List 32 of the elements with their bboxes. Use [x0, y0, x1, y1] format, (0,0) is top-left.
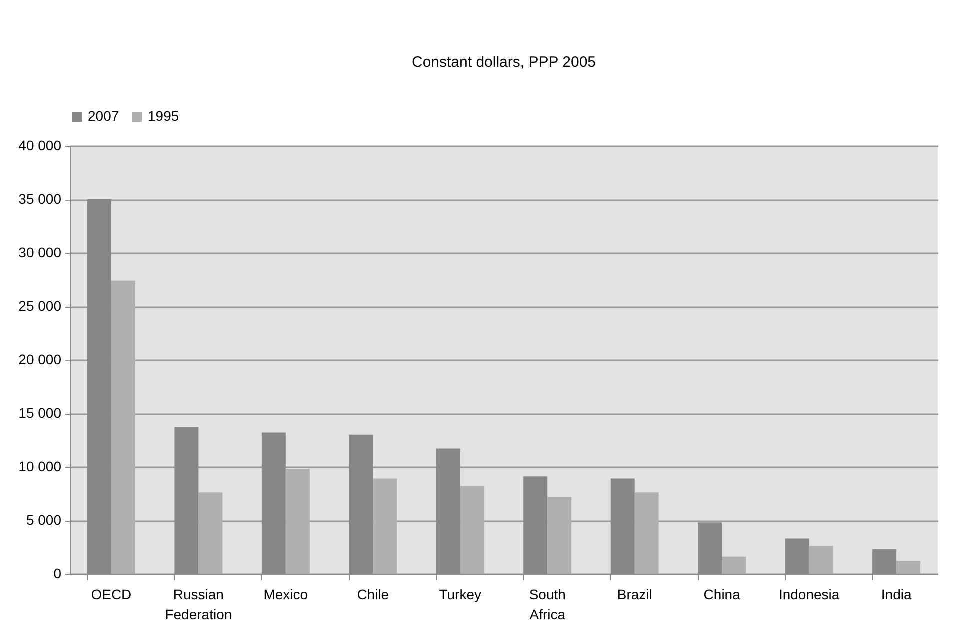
- bar: [198, 492, 223, 574]
- bar: [373, 478, 398, 574]
- y-tick-label: 25 000: [18, 298, 62, 314]
- legend-label: 2007: [88, 108, 120, 124]
- bar: [809, 546, 834, 574]
- y-tick-label: 20 000: [18, 352, 62, 368]
- x-tick-label: Indonesia: [778, 586, 840, 602]
- x-tick-label: Mexico: [264, 586, 308, 602]
- bar: [722, 556, 746, 574]
- bar: [111, 280, 136, 574]
- y-tick-label: 30 000: [18, 244, 62, 260]
- x-tick-label: Turkey: [439, 586, 482, 602]
- x-tick-label: Russian Federation: [165, 586, 232, 622]
- legend-label: 1995: [148, 108, 180, 124]
- x-tick-label: Chile: [357, 586, 390, 602]
- y-tick-label: 5 000: [26, 512, 62, 528]
- bar: [286, 469, 310, 574]
- y-tick-label: 10 000: [18, 458, 62, 474]
- y-tick-label: 0: [54, 566, 62, 582]
- chart-title: Constant dollars, PPP 2005: [412, 54, 596, 71]
- y-tick-label: 15 000: [18, 405, 62, 421]
- x-tick-label: South Africa: [529, 586, 566, 622]
- x-tick-label: OECD: [91, 586, 132, 602]
- bar: [548, 496, 572, 574]
- bar: [460, 486, 484, 574]
- x-tick-label: India: [881, 586, 912, 602]
- bar: [634, 492, 659, 574]
- x-tick-label: China: [704, 586, 741, 602]
- y-tick-label: 35 000: [18, 191, 62, 207]
- bar: [896, 561, 921, 574]
- x-tick-label: Brazil: [617, 586, 652, 602]
- y-tick-label: 40 000: [18, 138, 62, 154]
